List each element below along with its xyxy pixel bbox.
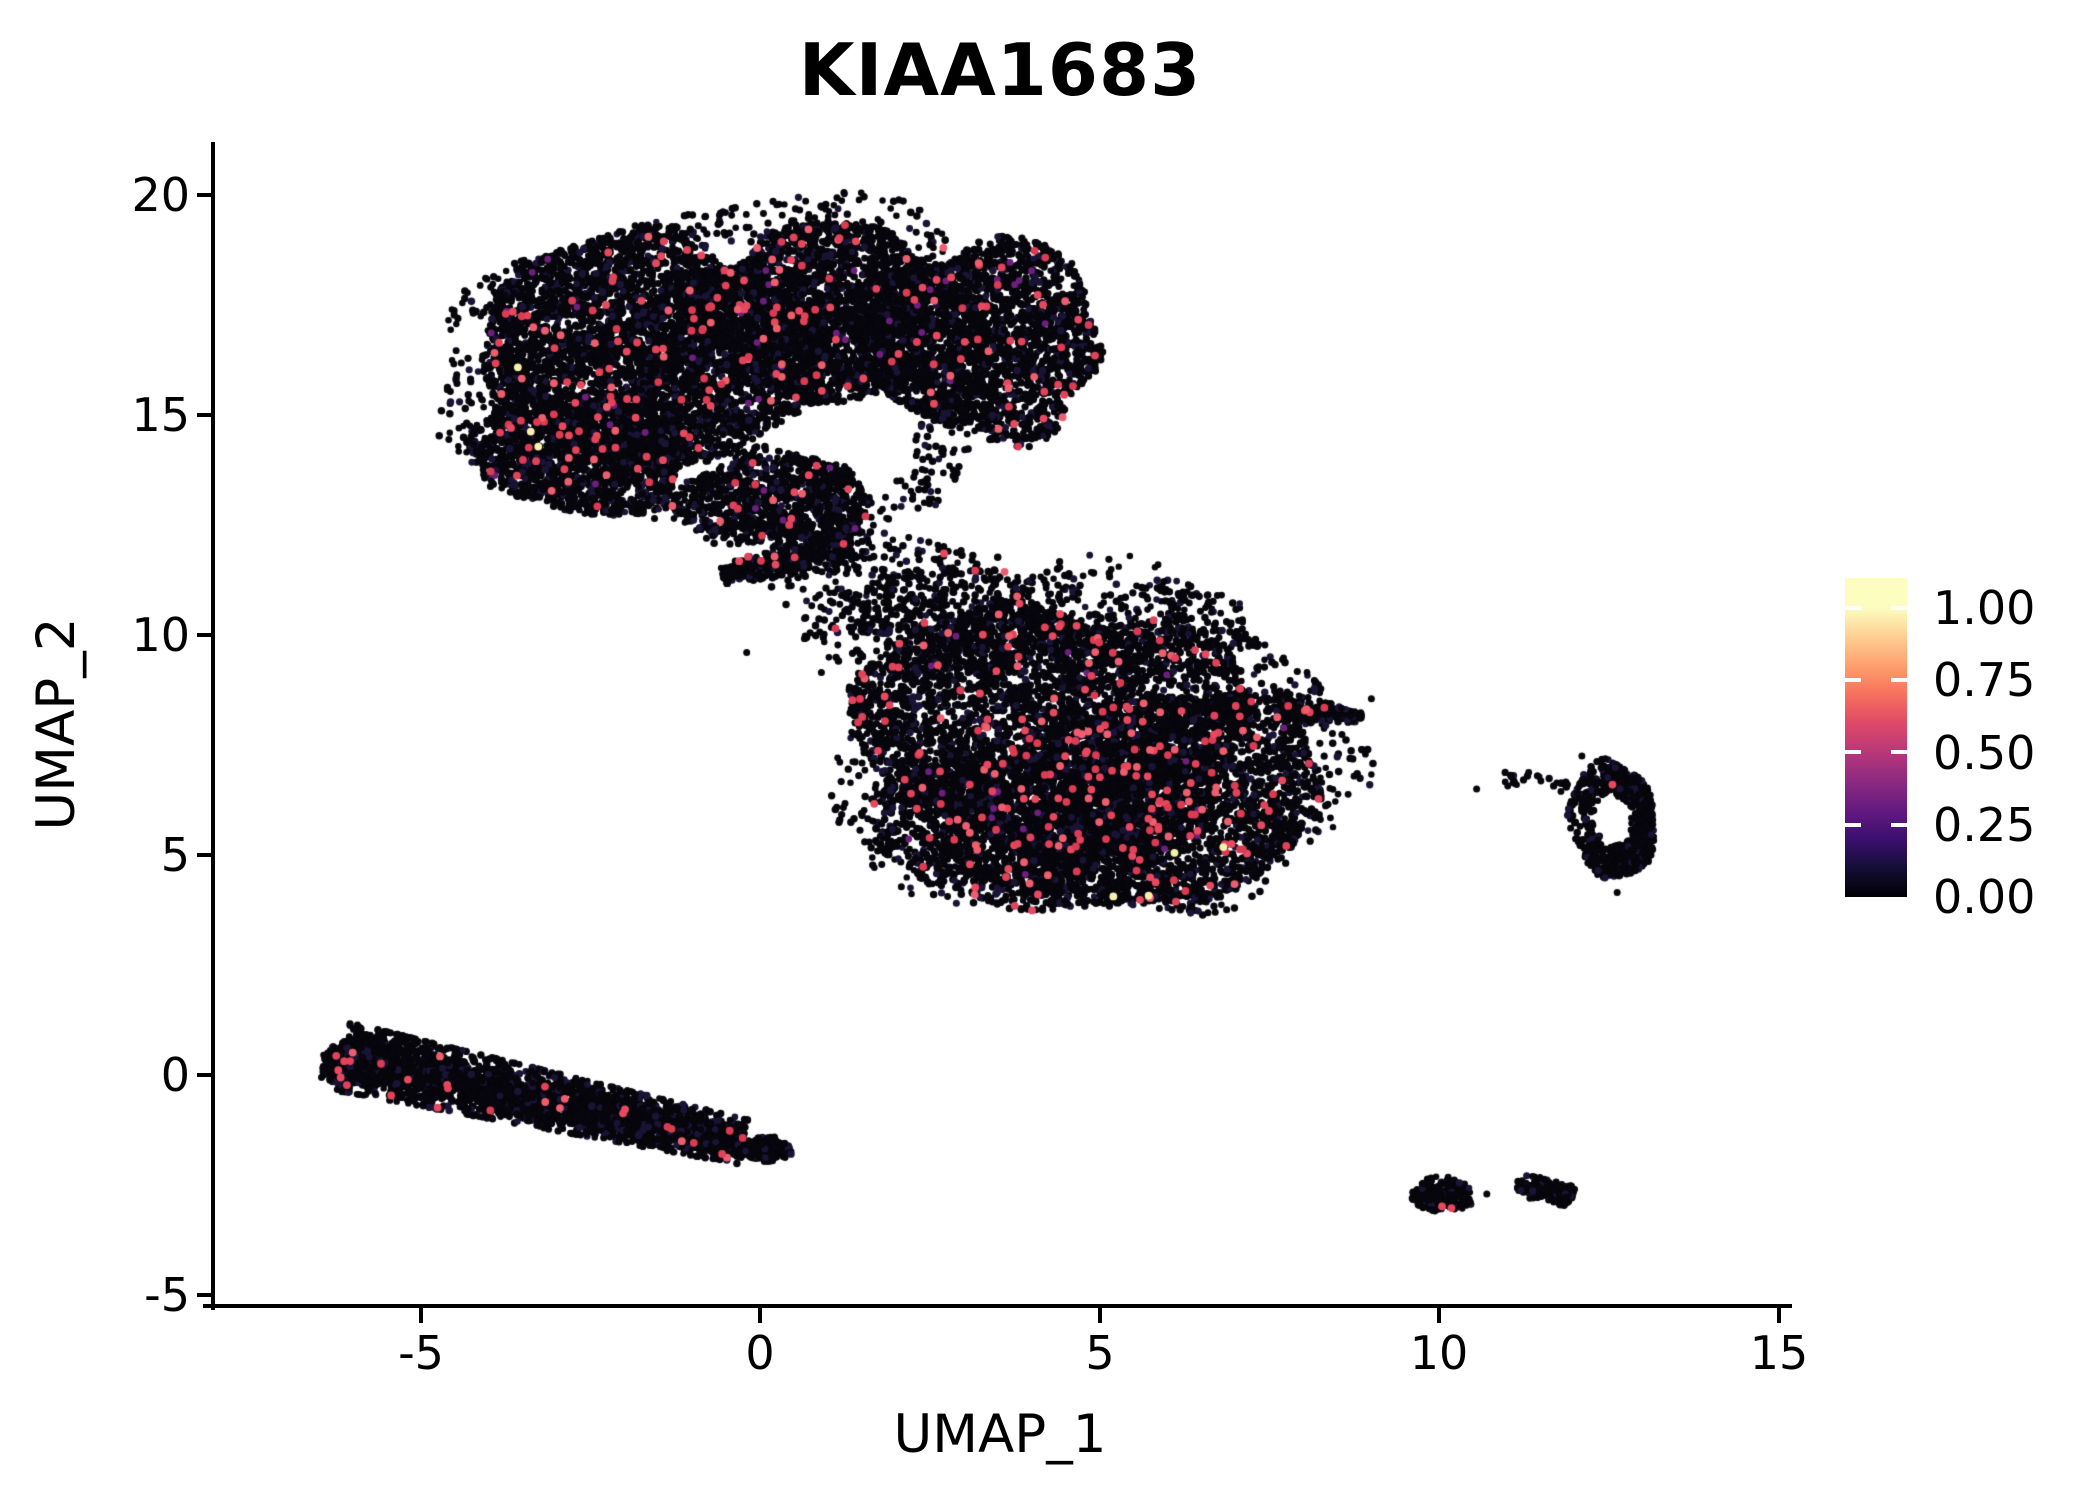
y-tick	[197, 1073, 212, 1077]
plot-title: KIAA1683	[798, 28, 1202, 112]
x-tick	[1777, 1308, 1781, 1323]
x-tick-label: -5	[398, 1326, 444, 1380]
colorbar-label: 0.75	[1933, 653, 2036, 707]
x-tick-label: 15	[1749, 1326, 1809, 1380]
colorbar-tick	[1845, 823, 1861, 827]
colorbar-label: 0.25	[1933, 798, 2036, 852]
y-axis-line	[211, 142, 215, 1310]
umap-scatter-canvas	[213, 142, 1791, 1304]
colorbar-label: 0.00	[1933, 870, 2036, 924]
colorbar-gradient	[1845, 578, 1907, 897]
x-axis-title: UMAP_1	[893, 1404, 1107, 1465]
x-tick-label: 5	[1085, 1326, 1115, 1380]
y-tick-label: 0	[160, 1048, 190, 1102]
x-axis-line	[203, 1304, 1792, 1308]
y-tick	[197, 413, 212, 417]
y-tick-label: 15	[131, 388, 190, 442]
y-tick-label: 5	[160, 828, 190, 882]
colorbar-tick	[1845, 606, 1861, 610]
y-tick	[197, 633, 212, 637]
y-tick	[197, 193, 212, 197]
x-tick-label: 10	[1409, 1326, 1469, 1380]
colorbar-tick	[1891, 606, 1907, 610]
colorbar-label: 0.50	[1933, 726, 2036, 780]
x-tick	[419, 1308, 423, 1323]
colorbar-label: 1.00	[1933, 581, 2036, 635]
x-tick	[758, 1308, 762, 1323]
y-tick	[197, 1293, 212, 1297]
x-tick-label: 0	[745, 1326, 775, 1380]
colorbar-tick	[1891, 750, 1907, 754]
y-tick-label: 20	[131, 168, 190, 222]
x-tick	[1437, 1308, 1441, 1323]
x-tick	[1098, 1308, 1102, 1323]
colorbar-tick	[1845, 750, 1861, 754]
colorbar-tick	[1891, 823, 1907, 827]
y-tick-label: -5	[144, 1268, 190, 1322]
y-axis-title: UMAP_2	[26, 617, 87, 831]
colorbar-tick	[1891, 678, 1907, 682]
y-tick-label: 10	[131, 608, 190, 662]
colorbar-tick	[1845, 678, 1861, 682]
y-tick	[197, 853, 212, 857]
